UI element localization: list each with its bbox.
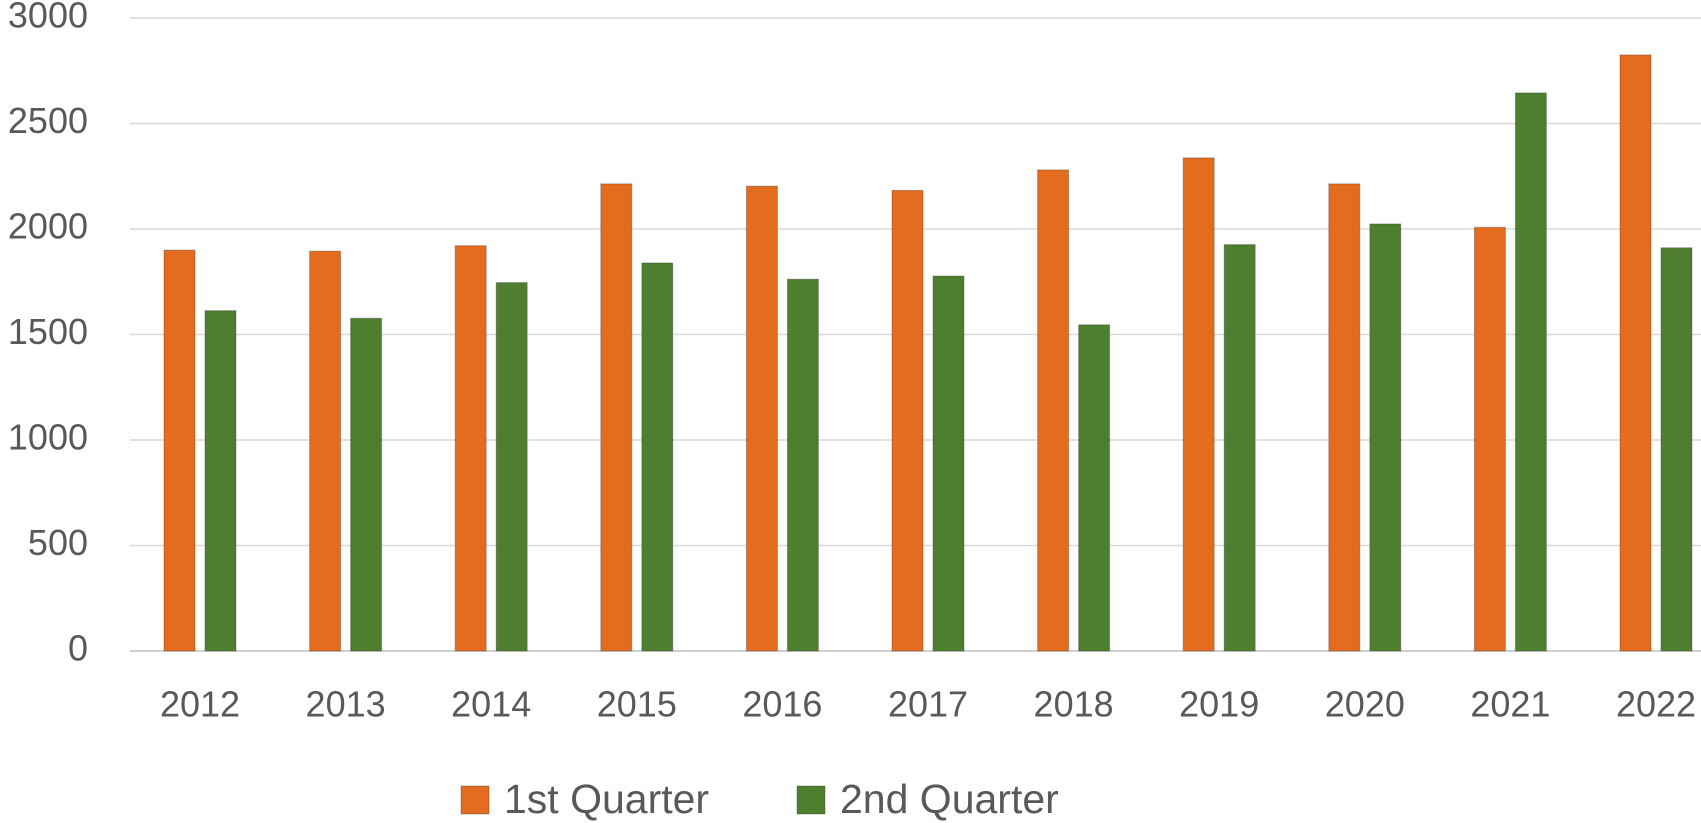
y-tick-label: 0	[68, 628, 88, 669]
legend-label: 1st Quarter	[504, 776, 709, 822]
bar-shade	[310, 252, 340, 650]
bar-shade	[1621, 55, 1650, 651]
bar-shade	[934, 277, 963, 650]
bar-shade	[1370, 224, 1400, 650]
bar-shade	[206, 311, 235, 650]
x-tick-label: 2013	[306, 684, 386, 725]
x-tick-label: 2018	[1034, 684, 1114, 725]
bar-shade	[788, 280, 818, 650]
bar-shade	[1184, 158, 1214, 650]
bar-shade	[747, 187, 777, 651]
bar-shade	[1329, 184, 1359, 650]
bar-shade	[1475, 228, 1505, 650]
x-tick-label: 2015	[597, 684, 677, 725]
bar-shade	[642, 263, 672, 650]
bar-shade	[893, 191, 922, 650]
y-tick-label: 3000	[8, 0, 88, 36]
bar-shade	[456, 246, 486, 650]
x-tick-label: 2020	[1325, 684, 1405, 725]
bar-shade	[497, 283, 527, 650]
bar-shade	[351, 319, 381, 650]
x-tick-label: 2017	[888, 684, 968, 725]
y-tick-label: 2500	[8, 100, 88, 141]
x-tick-label: 2016	[742, 684, 822, 725]
y-tick-label: 2000	[8, 206, 88, 247]
bar-shade	[165, 251, 194, 650]
x-tick-label: 2014	[451, 684, 531, 725]
bar-shade	[1079, 325, 1109, 650]
legend-swatch	[460, 785, 490, 815]
x-tick-label: 2021	[1470, 684, 1550, 725]
bar-shade	[1038, 170, 1068, 651]
bar-shade	[1662, 248, 1691, 651]
bar-shade	[1516, 93, 1546, 650]
bar-shade	[1225, 245, 1255, 650]
x-tick-label: 2012	[160, 684, 240, 725]
legend-swatch	[796, 785, 826, 815]
bar-shade	[601, 184, 631, 650]
x-tick-label: 2022	[1616, 684, 1696, 725]
y-tick-label: 500	[28, 522, 88, 563]
x-tick-label: 2019	[1179, 684, 1259, 725]
y-tick-label: 1000	[8, 417, 88, 458]
y-tick-label: 1500	[8, 311, 88, 352]
legend-label: 2nd Quarter	[840, 776, 1059, 822]
